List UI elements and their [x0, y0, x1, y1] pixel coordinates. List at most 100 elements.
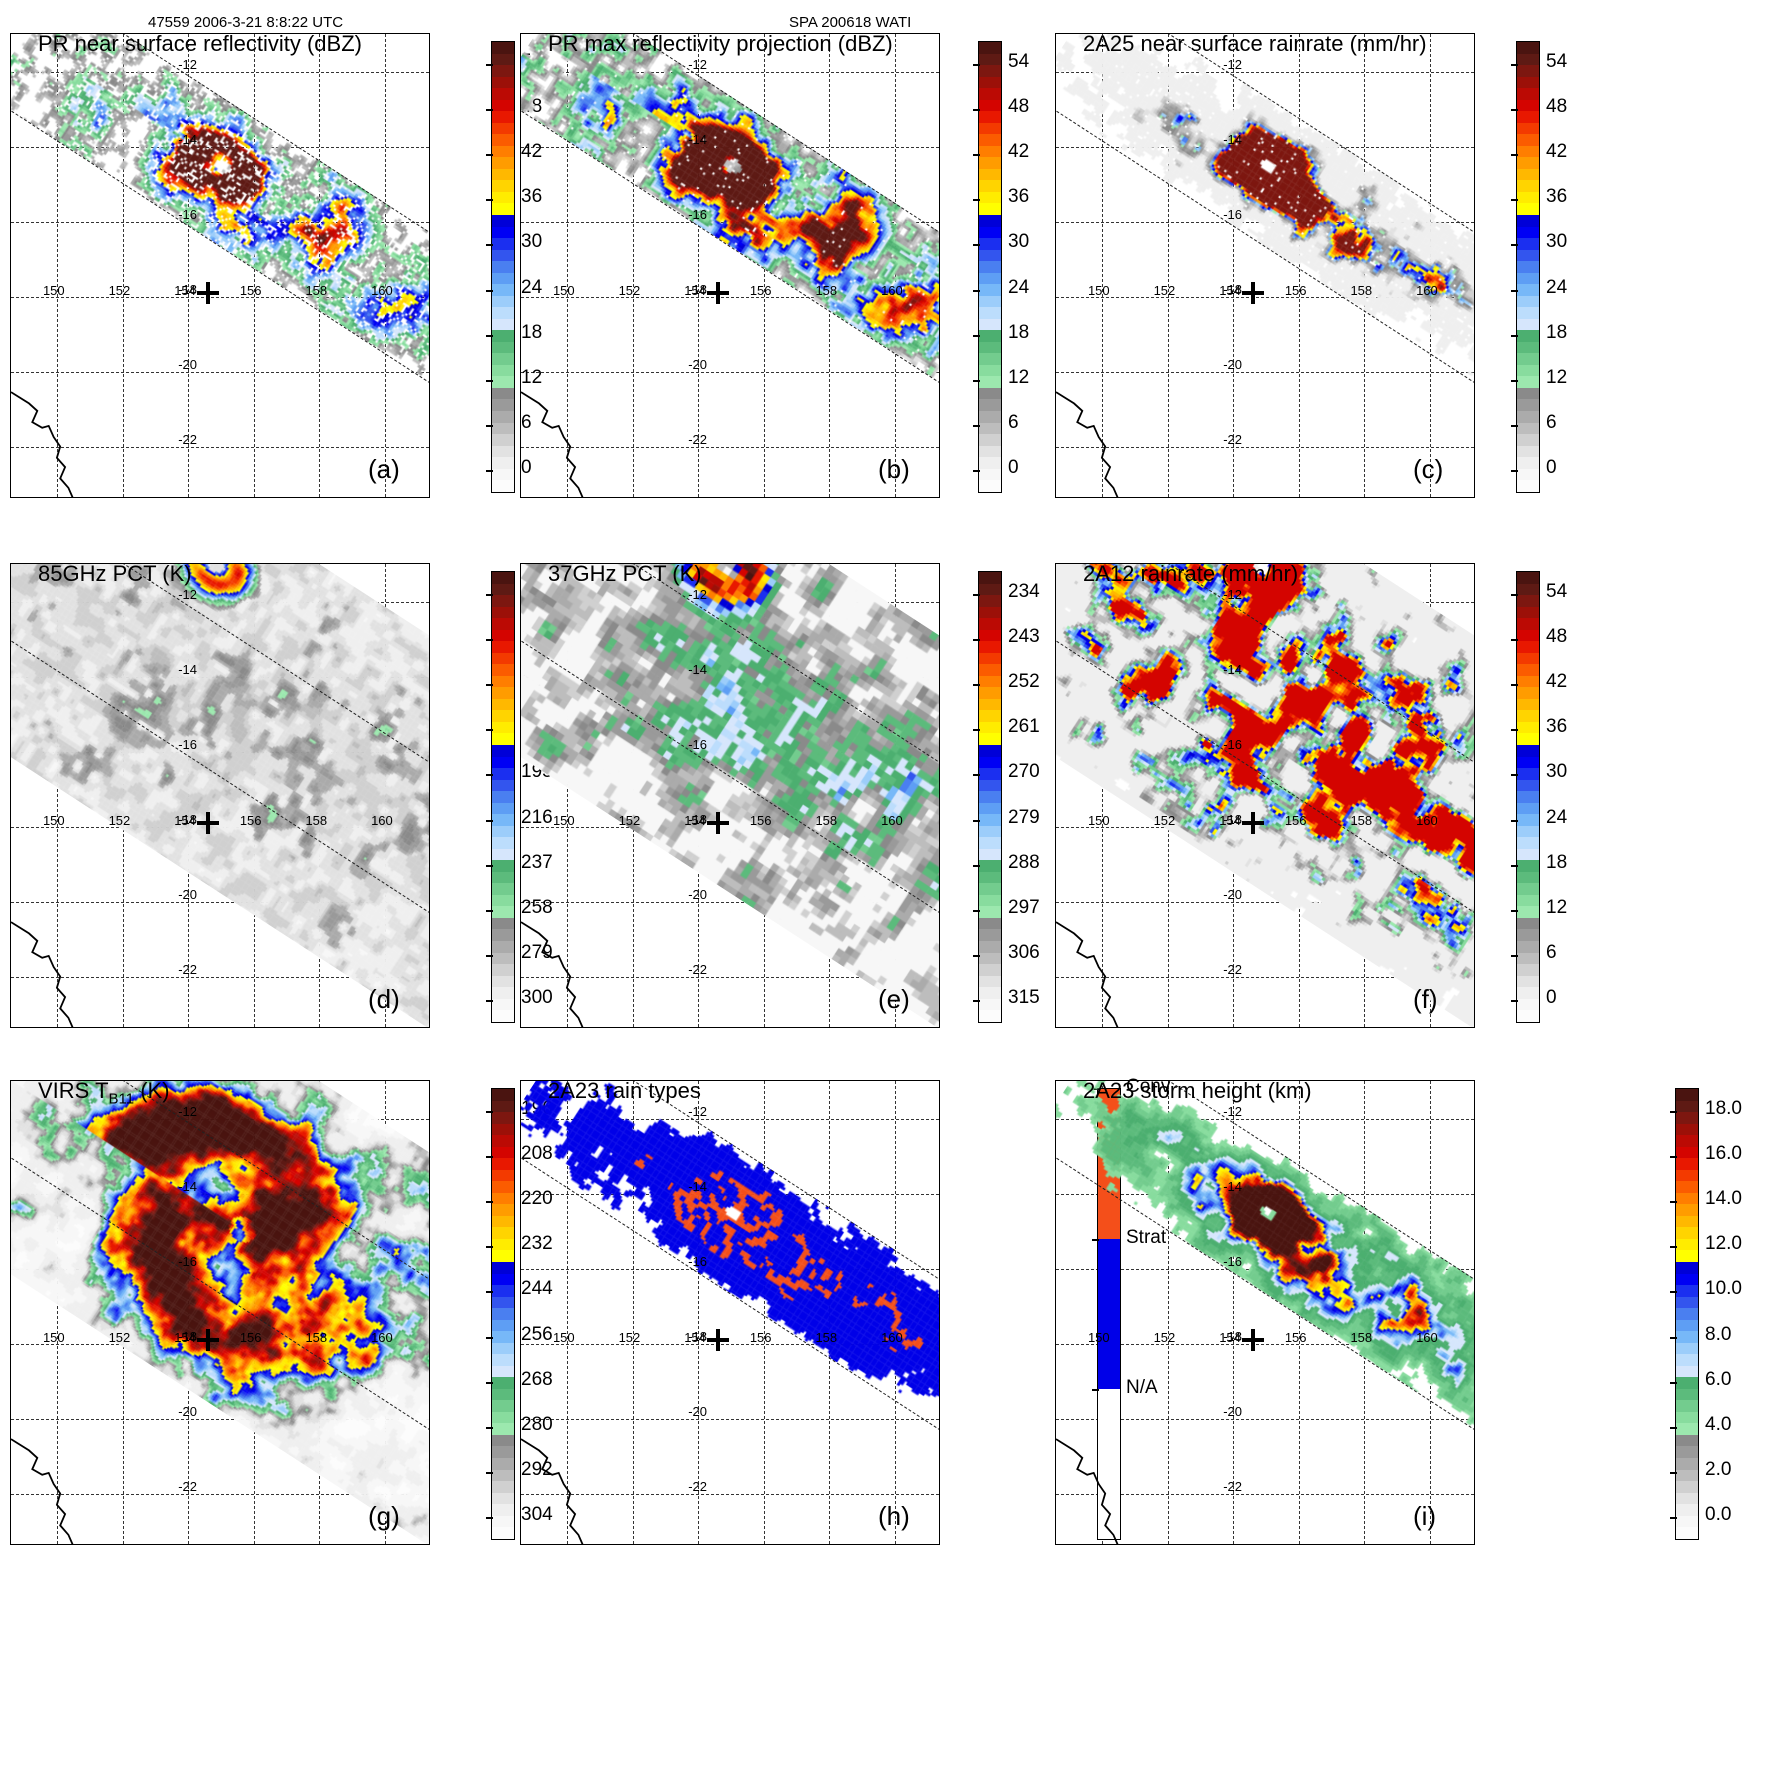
map-axes: 150 152 154 156 158 160 -12 -14 -16 -18 -20 -22 [1055, 563, 1475, 1028]
gridline-lon [1167, 1081, 1169, 1544]
lat-tick-label: -16 [688, 206, 707, 222]
colorbar-band [1517, 422, 1539, 435]
colorbar-band [1517, 952, 1539, 965]
colorbar-tick [1511, 910, 1518, 912]
lat-tick-label: -12 [688, 56, 707, 72]
colorbar-tick-label: 315 [1008, 987, 1040, 1009]
colorbar-band [979, 975, 1001, 988]
colorbar-tick [1511, 199, 1518, 202]
colorbar-band [492, 848, 514, 861]
lon-tick-label: 158 [305, 1329, 328, 1345]
header-right-label: SPA 200618 WATI [789, 14, 912, 31]
lat-tick-label: -22 [1223, 1478, 1242, 1494]
colorbar-band [1676, 1342, 1698, 1355]
colorbar-band [492, 180, 514, 192]
colorbar-band [1676, 1434, 1698, 1447]
colorbar-band [1676, 1089, 1698, 1101]
colorbar-band [492, 1481, 514, 1493]
colorbar-d [491, 571, 515, 1023]
gridline-lat [1056, 71, 1474, 73]
colorbar-tick [1511, 774, 1518, 777]
colorbar-band [1098, 1239, 1120, 1389]
colorbar-tick-label: 232 [521, 1233, 553, 1255]
colorbar-band [492, 1010, 514, 1022]
colorbar-g [491, 1088, 515, 1540]
gridline-lat [11, 296, 429, 298]
lon-tick-label: 158 [815, 282, 838, 298]
lon-tick-label: 156 [749, 812, 772, 828]
panel-tag: (d) [368, 984, 400, 1014]
colorbar-band [492, 284, 514, 296]
lon-tick-label: 156 [1284, 282, 1307, 298]
colorbar-tick [1511, 244, 1518, 247]
colorbar-tick [486, 819, 493, 822]
lat-tick-label: -20 [178, 886, 197, 902]
panel-tag: (f) [1413, 984, 1438, 1014]
colorbar-tick-label: 216 [521, 806, 553, 828]
colorbar-tick [973, 593, 980, 596]
colorbar-tick [1511, 63, 1518, 66]
colorbar-band [979, 99, 1001, 112]
lon-tick-label: 158 [815, 1329, 838, 1345]
colorbar-band [1517, 99, 1539, 112]
colorbar-band [492, 1388, 514, 1401]
gridline-lat [11, 976, 429, 978]
colorbar-band [1676, 1492, 1698, 1505]
lat-tick-label: -14 [688, 131, 707, 147]
colorbar-tick [486, 1110, 493, 1113]
colorbar-band [492, 652, 514, 665]
map-axes: 150 152 154 156 158 160 -12 -14 -16 -18 -20 -22 [10, 563, 430, 1028]
colorbar-band [492, 387, 514, 400]
lat-tick-label: -20 [178, 1403, 197, 1419]
gridline-lat [521, 1493, 939, 1495]
colorbar-tick [1670, 1246, 1677, 1249]
colorbar-band [979, 952, 1001, 965]
colorbar-band [979, 618, 1001, 630]
colorbar-band [492, 629, 514, 642]
lon-tick-label: 156 [1284, 812, 1307, 828]
colorbar-band [979, 295, 1001, 308]
colorbar-tick [486, 334, 493, 337]
colorbar-tick [486, 1381, 493, 1384]
colorbar-band [492, 779, 514, 792]
colorbar-band [492, 261, 514, 273]
colorbar-tick [1511, 593, 1518, 596]
colorbar-band [1517, 744, 1539, 757]
colorbar-tick [973, 154, 980, 156]
colorbar-tick-label: 12.0 [1705, 1233, 1742, 1255]
colorbar-band [492, 1146, 514, 1159]
lat-tick-label: -20 [688, 886, 707, 902]
colorbar-tick [1511, 864, 1518, 867]
colorbar-tick [973, 380, 980, 382]
colorbar-band [492, 122, 514, 135]
colorbar-band [1517, 295, 1539, 308]
lat-tick-label: -18 [178, 811, 197, 827]
colorbar-tick-label: N/A [1126, 1377, 1158, 1399]
colorbar-tick [486, 684, 493, 686]
colorbar-band [492, 572, 514, 584]
panel-title: PR near surface reflectivity (dBZ) [38, 31, 362, 56]
gridline-lon [56, 34, 58, 497]
lon-tick-label: 154 [1219, 282, 1241, 298]
colorbar-tick-label: 6 [1008, 412, 1019, 434]
colorbar-band [1517, 168, 1539, 181]
colorbar-band [1676, 1158, 1698, 1170]
colorbar-band [1676, 1112, 1698, 1124]
lon-tick-label: 156 [239, 1329, 262, 1345]
colorbar-tick-label: 42 [521, 141, 543, 162]
colorbar-band [492, 733, 514, 745]
colorbar-tick-label: 36 [1008, 186, 1030, 208]
colorbar-band [979, 468, 1001, 481]
colorbar-band [492, 1112, 514, 1124]
colorbar-tick-label: 6.0 [1705, 1368, 1732, 1390]
colorbar-tick [1511, 380, 1518, 382]
colorbar-band [1517, 261, 1539, 273]
panel-title-subscript: B11 [108, 1090, 135, 1108]
colorbar-band [1517, 134, 1539, 146]
colorbar-band [492, 791, 514, 803]
colorbar-band [492, 917, 514, 930]
panel-title-tail: (K) [134, 1078, 170, 1103]
colorbar-band [492, 88, 514, 100]
lat-tick-label: -20 [1223, 356, 1242, 372]
colorbar-band [492, 1377, 514, 1389]
